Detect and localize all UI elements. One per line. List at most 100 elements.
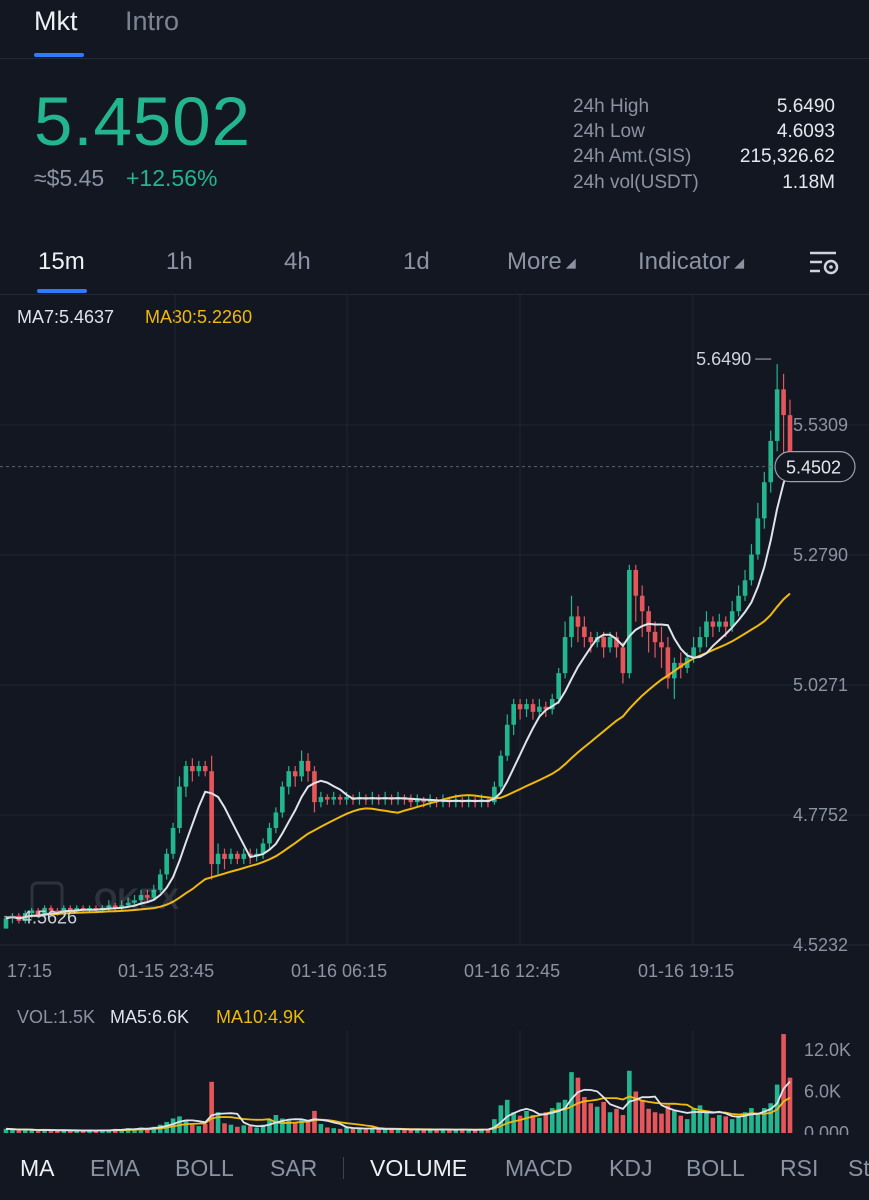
candle [646, 606, 651, 653]
volume-bar [421, 1129, 427, 1133]
volume-bar [241, 1125, 247, 1133]
volume-bar [672, 1110, 677, 1133]
candle-body [537, 706, 542, 712]
okex-watermark: OKEX [30, 881, 179, 916]
candle [209, 755, 214, 880]
candle [267, 822, 272, 849]
timeframe-1h[interactable]: 1h [166, 248, 193, 275]
candle-body [511, 704, 516, 725]
vol-legend: VOL:1.5K [17, 1007, 96, 1027]
volume-bar [684, 1119, 690, 1133]
volume-bar [382, 1129, 388, 1133]
volume-bar [67, 1130, 73, 1133]
volume-bar [414, 1128, 420, 1133]
candle [704, 611, 709, 648]
indicator-volume[interactable]: VOLUME [370, 1155, 468, 1181]
volume-chart[interactable]: 12.0K 6.0K 0.000 [0, 1030, 869, 1135]
indicator-kdj[interactable]: KDJ [609, 1155, 653, 1181]
tab-intro[interactable]: Intro [125, 6, 180, 36]
time-axis-label: 17:15 [7, 961, 52, 981]
indicator-ema[interactable]: EMA [90, 1155, 140, 1181]
candle-body [704, 621, 709, 638]
volume-bar [145, 1128, 150, 1133]
volume-bar [755, 1113, 761, 1133]
candle-body [601, 637, 606, 648]
price-axis-label: 4.7752 [793, 805, 848, 825]
volume-bar [350, 1128, 356, 1133]
candle-body [659, 642, 664, 648]
indicator-macd[interactable]: MACD [505, 1155, 573, 1181]
volume-bar [42, 1129, 47, 1133]
candle [164, 848, 169, 880]
candle-body [517, 704, 523, 710]
indicator-dropdown[interactable]: Indicator ◢ [638, 248, 744, 276]
indicator-boll-sub[interactable]: BOLL [686, 1155, 745, 1181]
candle [145, 889, 150, 903]
candle-body [492, 786, 497, 803]
volume-bar [93, 1130, 99, 1133]
indicator-more[interactable]: St [848, 1155, 869, 1181]
chart-settings-icon[interactable] [808, 249, 840, 279]
timeframe-1d[interactable]: 1d [403, 248, 430, 275]
candle [517, 698, 523, 720]
candle-body [209, 771, 214, 865]
candle-body [736, 595, 741, 612]
candle [755, 502, 761, 560]
timeframe-15m[interactable]: 15m [38, 248, 85, 275]
candle [562, 621, 568, 679]
caret-up-icon: ◢ [734, 254, 745, 270]
usd-price: ≈$5.45 [34, 165, 105, 191]
candle-body [414, 799, 420, 803]
candle-body [215, 853, 221, 865]
volume-bar [543, 1112, 549, 1133]
tab-market[interactable]: Mkt [34, 6, 78, 36]
volume-bar [492, 1119, 497, 1133]
candle [402, 794, 407, 805]
volume-bar [582, 1097, 587, 1133]
volume-bar [61, 1130, 67, 1133]
stat-label-high: 24h High [573, 96, 650, 117]
candle [569, 595, 574, 648]
candle [292, 766, 298, 787]
volume-bar [691, 1108, 696, 1133]
indicator-rsi[interactable]: RSI [780, 1155, 819, 1181]
candle [768, 430, 774, 493]
candle-body [170, 827, 176, 854]
candle [228, 848, 234, 865]
candle [363, 794, 369, 805]
candle-body [74, 907, 79, 911]
volume-bar [376, 1128, 382, 1133]
candle-body [575, 616, 581, 627]
candle-body [729, 611, 735, 627]
stat-value-low: 4.6093 [776, 121, 835, 142]
volume-bar [736, 1115, 741, 1133]
ma30-line [5, 592, 791, 920]
more-dropdown[interactable]: More ◢ [507, 248, 576, 276]
ma7-line [5, 466, 791, 920]
indicator-sar[interactable]: SAR [270, 1155, 318, 1181]
volume-bar [389, 1128, 394, 1133]
watermark-text: OKEX [94, 883, 179, 916]
volume-bar [357, 1128, 362, 1133]
candle [157, 869, 163, 893]
candle-body [646, 611, 651, 632]
candle-body [697, 637, 703, 648]
volume-bar [260, 1124, 266, 1133]
volume-bar [331, 1128, 337, 1133]
candle-body [408, 799, 414, 803]
timeframe-4h[interactable]: 4h [284, 248, 311, 275]
timeframe-bar: 15m 1h 4h 1d More ◢ Indicator ◢ [0, 236, 869, 295]
indicator-boll[interactable]: BOLL [175, 1155, 234, 1181]
candle [331, 791, 337, 805]
candle-body [222, 853, 227, 859]
candle-body [556, 673, 561, 699]
volume-axis-label: 6.0K [804, 1082, 841, 1102]
candle-body [639, 595, 645, 612]
candle [781, 373, 786, 462]
candle [260, 838, 266, 859]
candle-body [524, 704, 529, 710]
candle-body [228, 853, 234, 859]
candlestick-chart[interactable]: 5.5309 5.2790 5.0271 4.7752 4.5232 5.4502 5.64… [0, 295, 869, 995]
indicator-ma[interactable]: MA [20, 1155, 55, 1181]
candle [280, 781, 285, 818]
